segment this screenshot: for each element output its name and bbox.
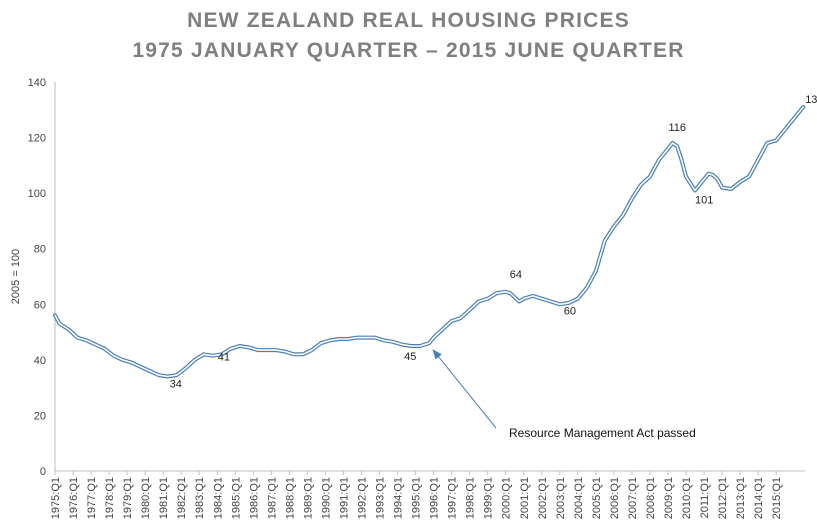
data-label: 60 <box>564 305 576 317</box>
x-tick-label: 1989:Q1 <box>302 477 314 519</box>
series-line-outer <box>53 105 806 379</box>
x-tick-label: 1992:Q1 <box>356 477 368 519</box>
x-tick-label: 2013:Q1 <box>735 477 747 519</box>
x-tick-label: 1996:Q1 <box>429 477 441 519</box>
x-tick-label: 1984:Q1 <box>212 477 224 519</box>
x-tick-label: 1998:Q1 <box>465 477 477 519</box>
x-tick-label: 1988:Q1 <box>284 477 296 519</box>
x-tick-label: 2005:Q1 <box>591 477 603 519</box>
x-tick-label: 1983:Q1 <box>194 477 206 519</box>
x-tick-label: 2009:Q1 <box>663 477 675 519</box>
annotation-text: Resource Management Act passed <box>509 426 696 440</box>
y-tick-label: 40 <box>34 355 46 367</box>
y-tick-label: 140 <box>28 77 46 89</box>
x-tick-label: 1990:Q1 <box>320 477 332 519</box>
data-label: 64 <box>510 269 522 281</box>
data-label: 116 <box>668 122 686 134</box>
x-tick-label: 1993:Q1 <box>375 477 387 519</box>
x-tick-label: 1979:Q1 <box>122 477 134 519</box>
x-tick-label: 2010:Q1 <box>681 477 693 519</box>
x-tick-label: 2015:Q1 <box>771 477 783 519</box>
x-tick-label: 2002:Q1 <box>537 477 549 519</box>
y-tick-label: 80 <box>34 244 46 256</box>
chart-title: NEW ZEALAND REAL HOUSING PRICES <box>187 9 630 32</box>
y-axis-label: 2005 = 100 <box>10 249 22 304</box>
x-tick-label: 1977:Q1 <box>86 477 98 519</box>
series-line-group <box>53 105 806 379</box>
x-tick-label: 2000:Q1 <box>501 477 513 519</box>
x-tick-label: 1999:Q1 <box>483 477 495 519</box>
x-tick-label: 1978:Q1 <box>104 477 116 519</box>
data-label: 45 <box>404 351 416 363</box>
annotation-arrow <box>432 349 497 429</box>
data-labels-group: 34 41 45 64 60 116 101 131 <box>170 94 817 391</box>
chart-subtitle: 1975 JANUARY QUARTER – 2015 JUNE QUARTER <box>132 39 685 62</box>
x-tick-label: 2006:Q1 <box>609 477 621 519</box>
x-tick-label: 2011:Q1 <box>699 477 711 518</box>
x-tick-label: 1982:Q1 <box>176 477 188 519</box>
x-tick-label: 1985:Q1 <box>230 477 242 519</box>
data-label: 41 <box>218 352 230 364</box>
data-label: 101 <box>695 194 713 206</box>
x-tick-label: 1987:Q1 <box>266 477 278 519</box>
y-tick-label: 120 <box>28 133 46 145</box>
data-label: 34 <box>170 379 182 391</box>
x-tick-label: 1980:Q1 <box>140 477 152 519</box>
annotation-group: Resource Management Act passed <box>432 349 696 440</box>
x-tick-label: 1976:Q1 <box>68 477 80 519</box>
y-axis-label-group: 2005 = 100 <box>10 249 22 304</box>
y-tick-label: 100 <box>28 188 46 200</box>
x-tick-label: 1994:Q1 <box>393 477 405 519</box>
axes: 0 20 40 60 80 100 120 140 1975:Q1 1976:Q1 1977:Q1 1… <box>28 77 805 519</box>
x-tick-label: 1995:Q1 <box>411 477 423 519</box>
x-tick-label: 1975:Q1 <box>50 477 62 519</box>
x-tick-label: 1981:Q1 <box>158 477 170 519</box>
x-tick-label: 2008:Q1 <box>645 477 657 519</box>
x-tick-label: 1986:Q1 <box>248 477 260 519</box>
x-tick-label: 2007:Q1 <box>627 477 639 519</box>
x-tick-label: 2014:Q1 <box>753 477 765 519</box>
x-tick-label: 2001:Q1 <box>519 477 531 519</box>
y-tick-label: 20 <box>34 410 46 422</box>
x-tick-label: 2012:Q1 <box>717 477 729 519</box>
x-tick-label: 2004:Q1 <box>573 477 585 519</box>
y-tick-label: 0 <box>40 466 46 478</box>
y-tick-label: 60 <box>34 299 46 311</box>
data-label: 131 <box>805 94 817 106</box>
x-tick-label: 1997:Q1 <box>447 477 459 519</box>
x-tick-label: 1991:Q1 <box>338 477 350 519</box>
series-line-inner <box>54 106 804 378</box>
x-tick-label: 2003:Q1 <box>555 477 567 519</box>
